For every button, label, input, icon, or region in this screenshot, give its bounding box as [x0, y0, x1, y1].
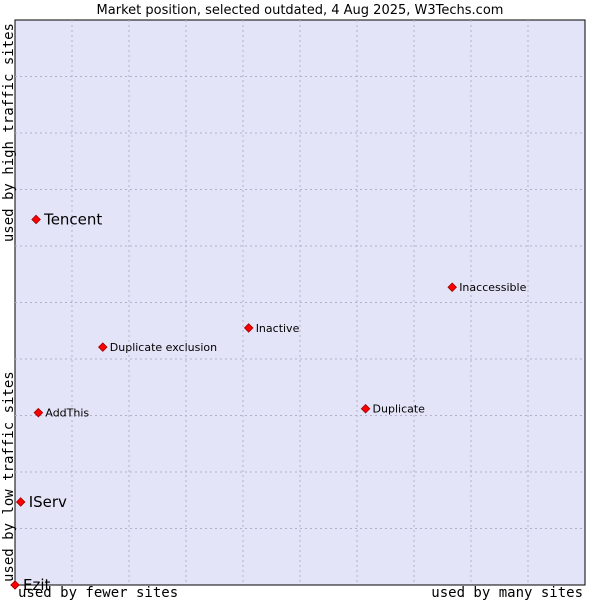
data-point-marker: [31, 214, 41, 225]
data-point-label: Duplicate exclusion: [110, 341, 217, 354]
x-axis-label-left: used by fewer sites: [18, 585, 178, 600]
data-point-marker: [98, 342, 108, 352]
y-axis-label-top: used by high traffic sites: [1, 23, 17, 242]
data-point-label: Inactive: [256, 322, 300, 335]
data-point-label: AddThis: [45, 407, 89, 420]
grid-lines: [15, 20, 585, 585]
data-point-marker: [10, 580, 20, 590]
data-point-marker: [360, 403, 371, 414]
chart-title: Market position, selected outdated, 4 Au…: [97, 3, 504, 18]
data-point-label: Duplicate: [373, 403, 426, 416]
data-point-label: Tencent: [43, 210, 102, 228]
data-points: Tencent Inaccessible Inactive Duplicate exc…: [10, 210, 527, 594]
y-axis-label-bottom: used by low traffic sites: [1, 371, 17, 582]
data-point-marker: [15, 497, 26, 507]
data-point-marker: [243, 323, 254, 333]
data-point-label: Inaccessible: [459, 281, 526, 294]
data-point-marker: [447, 282, 457, 293]
x-axis-label-right: used by many sites: [431, 585, 583, 600]
data-point-marker: [33, 407, 44, 418]
data-point-label: IServ: [29, 493, 67, 511]
data-point-label: Ezit: [23, 576, 51, 594]
